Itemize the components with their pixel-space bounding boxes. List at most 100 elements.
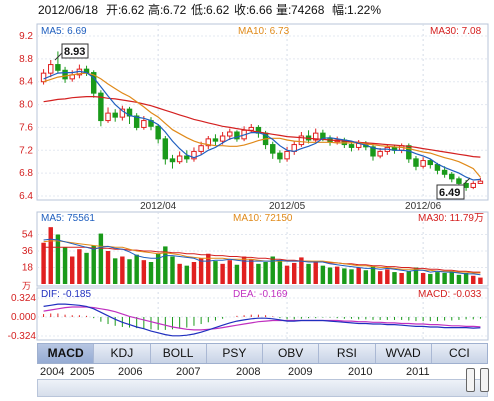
candle-body xyxy=(105,112,111,122)
date-tick-label: 2012/05 xyxy=(269,201,306,212)
candle-body xyxy=(284,150,290,160)
date-tick-label: 2012/04 xyxy=(140,201,177,212)
range-handle-right[interactable] xyxy=(480,368,489,392)
volume-bar xyxy=(478,277,483,284)
macd-dea-label: DEA: -0.169 xyxy=(233,289,288,300)
candle-body xyxy=(48,64,54,74)
volume-tick-label: 54 xyxy=(22,230,34,241)
volume-tick-label: 18 xyxy=(22,263,34,274)
tab-obv[interactable]: OBV xyxy=(263,344,320,363)
tab-cci[interactable]: CCI xyxy=(449,346,470,360)
date-tick-label: 2012/06 xyxy=(405,201,442,212)
low-marker-value: 6.49 xyxy=(439,187,460,199)
candle-body xyxy=(441,169,448,175)
candle-body xyxy=(413,158,419,167)
volume-bar xyxy=(370,265,376,284)
header-vol: 74268 xyxy=(291,3,325,17)
volume-bar xyxy=(184,265,190,284)
macd-tick-label: -0.324 xyxy=(8,331,37,342)
candle-body xyxy=(456,178,462,184)
header-open-label: 开: xyxy=(106,3,121,17)
tab-wvad[interactable]: WVAD xyxy=(376,344,432,363)
macd-tick-label: 0.000 xyxy=(11,312,36,323)
tab-psy[interactable]: PSY xyxy=(207,344,263,363)
volume-bar xyxy=(220,263,225,284)
candle-body xyxy=(219,135,226,142)
volume-bar xyxy=(120,256,125,284)
tab-rsi[interactable]: RSI xyxy=(319,344,376,363)
candle-body xyxy=(184,155,190,160)
volume-bar xyxy=(48,227,53,284)
volume-bar xyxy=(399,273,404,284)
volume-bar xyxy=(141,260,147,284)
volume-bar xyxy=(148,262,154,284)
candle-body xyxy=(406,145,412,160)
candle-body xyxy=(470,182,476,188)
volume-bar xyxy=(127,259,132,284)
volume-bar xyxy=(163,246,168,284)
candle-body xyxy=(169,158,176,163)
volume-bar xyxy=(198,258,204,284)
candle-body xyxy=(162,138,169,160)
volume-bar xyxy=(428,273,433,284)
volume-bar xyxy=(463,273,469,284)
candle-body xyxy=(62,69,68,80)
tab-boll[interactable]: BOLL xyxy=(151,344,207,363)
candle-body xyxy=(449,173,455,180)
volume-bar xyxy=(249,259,254,284)
candle-body xyxy=(427,160,434,166)
candle-body xyxy=(141,120,147,128)
tab-kdj[interactable]: KDJ xyxy=(94,344,151,363)
volume-bar xyxy=(363,270,369,284)
candlestick-series xyxy=(40,51,484,191)
candle-body xyxy=(198,145,204,152)
year-label: 2011 xyxy=(406,366,430,378)
price-ma-lines xyxy=(43,70,481,181)
candle-body xyxy=(434,164,441,171)
volume-bar xyxy=(334,266,340,284)
candle-body xyxy=(277,152,283,160)
volume-bar xyxy=(320,265,326,284)
candle-body xyxy=(112,112,118,118)
tab-macd[interactable]: MACD xyxy=(38,344,95,363)
macd-dif-dea-lines xyxy=(43,303,481,337)
macd-dif-label: DIF: -0.185 xyxy=(41,289,91,300)
volume-bar xyxy=(284,265,290,284)
candle-body xyxy=(40,72,47,83)
candle-body xyxy=(155,125,161,140)
volume-bar xyxy=(471,275,476,284)
candle-body xyxy=(420,160,426,167)
candle-body xyxy=(234,131,240,140)
candle-body xyxy=(90,72,97,94)
volume-bar xyxy=(456,274,462,284)
candle-body xyxy=(55,64,61,71)
candle-body xyxy=(270,144,276,154)
volume-ma30-line xyxy=(43,246,481,273)
grid-lines xyxy=(37,24,488,340)
header-close-label: 收: xyxy=(234,3,249,17)
price-tick-label: 9.2 xyxy=(19,31,33,42)
volume-bar xyxy=(77,249,82,284)
macd-tick-label: 0.324 xyxy=(11,293,36,304)
header-close: 6.66 xyxy=(249,3,273,17)
volume-bar xyxy=(206,253,211,284)
price-tick-label: 6.4 xyxy=(19,191,33,202)
range-handle-left[interactable] xyxy=(466,368,475,392)
volume-bar xyxy=(91,245,96,284)
candle-body xyxy=(98,92,104,122)
volume-bar xyxy=(342,268,347,284)
header-low: 6.62 xyxy=(206,3,230,17)
volume-bar-series xyxy=(41,227,483,284)
volume-unit-label: 万 xyxy=(22,281,31,291)
volume-bar xyxy=(420,273,426,284)
macd-value-label: MACD: -0.033 xyxy=(418,289,482,300)
price-ma5-line xyxy=(43,70,481,181)
volume-bar xyxy=(241,256,247,284)
candle-body xyxy=(119,108,126,118)
macd-axis-ticks: 0.324 0.000 -0.324 xyxy=(8,293,37,342)
volume-bar xyxy=(263,262,268,284)
candle-body xyxy=(176,155,183,163)
volume-ma5-label: MA5: 75561 xyxy=(41,213,95,224)
candle-body xyxy=(191,150,197,160)
